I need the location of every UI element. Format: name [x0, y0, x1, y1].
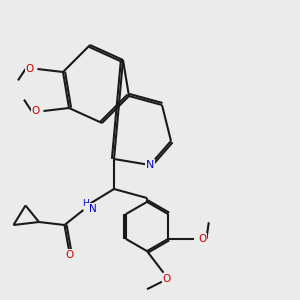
Text: H: H	[82, 199, 89, 208]
Text: O: O	[65, 250, 73, 260]
Text: N: N	[146, 160, 154, 170]
Text: O: O	[32, 106, 40, 116]
Text: O: O	[162, 274, 171, 284]
Text: O: O	[198, 234, 206, 244]
Text: O: O	[26, 64, 34, 74]
Text: N: N	[88, 203, 96, 214]
